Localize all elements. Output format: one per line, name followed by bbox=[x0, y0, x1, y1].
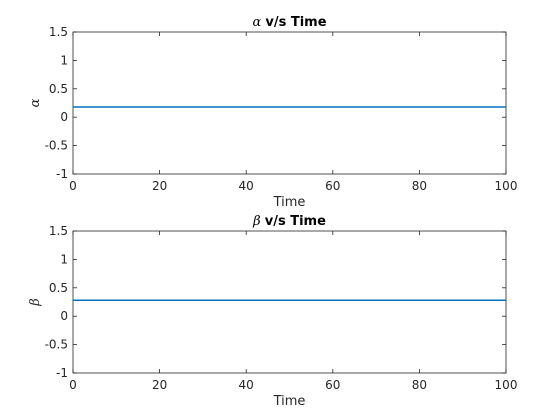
subplot-1-ytick-label: 1.5 bbox=[49, 25, 68, 39]
subplot-2-ytick-label: -0.5 bbox=[45, 338, 68, 352]
subplot-2-ytick-label: 1.5 bbox=[49, 224, 68, 238]
subplot-1-xtick-label: 60 bbox=[325, 179, 340, 193]
subplot-2-title-symbol: β bbox=[252, 214, 265, 229]
subplot-2-xtick-label: 40 bbox=[239, 378, 254, 392]
subplot-2-xlabel: Time bbox=[273, 394, 306, 409]
subplot-1-title-symbol: α bbox=[252, 15, 265, 30]
subplot-2-title-text: v/s Time bbox=[265, 214, 326, 229]
subplot-2-xtick-label: 80 bbox=[412, 378, 427, 392]
subplot-1-ytick-label: -0.5 bbox=[45, 139, 68, 153]
subplot-2-xtick-label: 100 bbox=[495, 378, 518, 392]
subplot-2-ylabel: β bbox=[28, 298, 43, 307]
subplot-1-xtick-label: 0 bbox=[69, 179, 77, 193]
subplot-1-ytick-label: -1 bbox=[56, 167, 68, 181]
subplot-1-xtick-label: 40 bbox=[239, 179, 254, 193]
subplot-2-title: β v/s Time bbox=[252, 214, 326, 229]
subplot-2-ytick-label: 1 bbox=[60, 252, 68, 266]
subplot-1-xtick-label: 20 bbox=[152, 179, 167, 193]
subplot-1-xlabel: Time bbox=[273, 195, 306, 210]
subplot-1-title: α v/s Time bbox=[252, 15, 326, 30]
subplot-2-ytick-label: -1 bbox=[56, 366, 68, 380]
subplot-2-xtick-label: 60 bbox=[325, 378, 340, 392]
subplot-2-ytick-label: 0.5 bbox=[49, 281, 68, 295]
subplot-2-ytick-label: 0 bbox=[60, 309, 68, 323]
subplot-1-xtick-label: 100 bbox=[495, 179, 518, 193]
subplot-2-axes-box bbox=[72, 230, 507, 374]
subplot-1-title-text: v/s Time bbox=[265, 15, 326, 30]
subplot-2-xtick-label: 20 bbox=[152, 378, 167, 392]
subplot-1-ylabel: α bbox=[28, 98, 43, 107]
subplot-1-xtick-label: 80 bbox=[412, 179, 427, 193]
subplot-1-ytick-label: 1 bbox=[60, 53, 68, 67]
subplot-1-ytick-label: 0.5 bbox=[49, 82, 68, 96]
subplot-1-axes-box bbox=[72, 31, 507, 175]
subplot-2-xtick-label: 0 bbox=[69, 378, 77, 392]
subplot-1-ytick-label: 0 bbox=[60, 110, 68, 124]
